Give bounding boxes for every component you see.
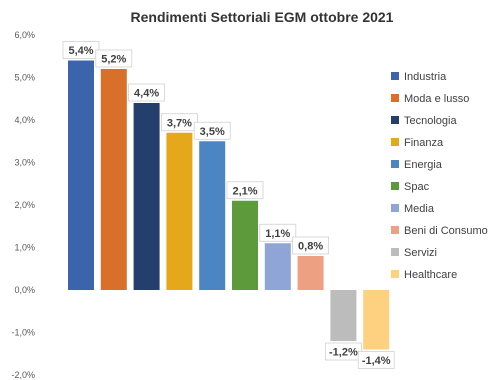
bar: [297, 256, 324, 290]
data-label-box: [95, 49, 133, 68]
y-tick-label: 4,0%: [14, 115, 35, 125]
legend-swatch: [391, 72, 399, 80]
legend-swatch: [391, 270, 399, 278]
legend-label: Healthcare: [404, 269, 457, 281]
data-label-box: [128, 83, 166, 102]
legend-label: Moda e lusso: [404, 93, 469, 105]
legend-swatch: [391, 182, 399, 190]
legend-swatch: [391, 160, 399, 168]
legend-label: Beni di Consumo: [404, 225, 488, 237]
legend-swatch: [391, 226, 399, 234]
data-label: 3,5%: [200, 126, 225, 138]
bar: [232, 200, 258, 290]
legend-swatch: [391, 204, 399, 212]
data-label-box: [193, 121, 231, 140]
data-label-box: [259, 223, 297, 242]
legend-label: Servizi: [404, 247, 437, 259]
y-tick-label: -1,0%: [11, 328, 35, 338]
legend-label: Tecnologia: [404, 115, 457, 127]
data-label: 0,8%: [298, 241, 323, 253]
y-tick-label: 6,0%: [14, 30, 35, 40]
y-tick-label: 5,0%: [14, 73, 35, 83]
data-label: 5,4%: [68, 45, 93, 57]
data-label: -1,2%: [329, 347, 358, 359]
data-label: 5,2%: [101, 54, 126, 66]
legend: Industria Moda e lusso Tecnologia Finanza En…: [391, 71, 488, 281]
legend-label: Finanza: [404, 137, 444, 149]
y-tick-label: 2,0%: [14, 200, 35, 210]
bar: [133, 103, 160, 290]
data-label: 2,1%: [232, 185, 257, 197]
legend-swatch: [391, 116, 399, 124]
bar: [166, 132, 193, 290]
legend-label: Energia: [404, 159, 443, 171]
bar: [199, 141, 226, 290]
legend-label: Industria: [404, 71, 447, 83]
bar: [330, 290, 357, 341]
data-label-box: [357, 351, 395, 369]
data-label: 1,1%: [265, 228, 290, 240]
bars-group: [68, 60, 390, 350]
data-label-box: [226, 181, 264, 200]
data-label: -1,4%: [362, 355, 391, 367]
data-label: 3,7%: [167, 117, 192, 129]
bar: [264, 243, 291, 290]
chart-title: Rendimenti Settoriali EGM ottobre 2021: [131, 9, 394, 25]
y-tick-label: -2,0%: [11, 370, 35, 380]
bar: [68, 60, 94, 290]
legend-swatch: [391, 138, 399, 146]
y-tick-label: 0,0%: [14, 285, 35, 295]
bar: [100, 69, 127, 290]
bar: [363, 290, 390, 350]
legend-label: Spac: [404, 181, 430, 193]
legend-swatch: [391, 248, 399, 256]
legend-swatch: [391, 94, 399, 102]
y-tick-label: 3,0%: [14, 158, 35, 168]
legend-label: Media: [404, 203, 435, 215]
y-axis: 6,0% 5,0% 4,0% 3,0% 2,0% 1,0% 0,0% -1,0% -2,0%: [11, 30, 35, 380]
y-tick-label: 1,0%: [14, 243, 35, 253]
data-labels-group: 5,4% 5,2% 4,4% 3,7% 3,5% 2,1% 1,1% 0,8% -1,2% -1,…: [62, 41, 395, 369]
data-label: 4,4%: [134, 88, 159, 100]
data-label-box: [292, 236, 330, 255]
